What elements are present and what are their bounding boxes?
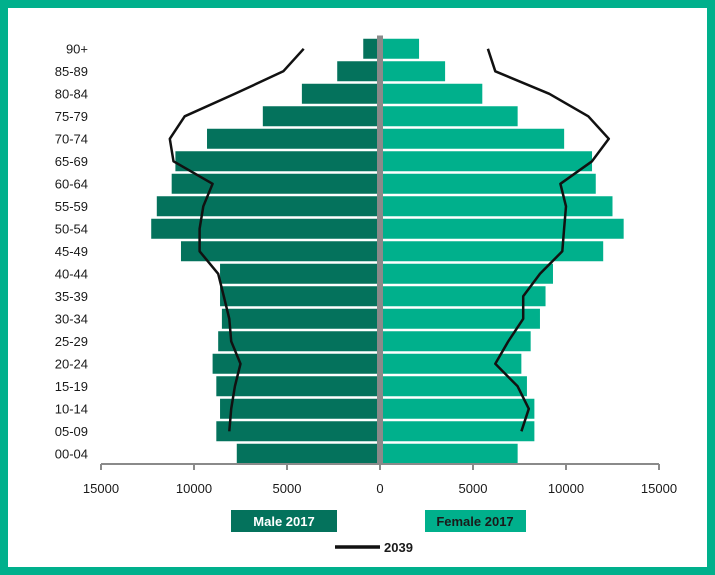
male-bar-75-79 [262, 106, 380, 127]
female-bar-00-04 [380, 443, 518, 464]
age-group-label: 30-34 [55, 311, 88, 326]
female-bar-80-84 [380, 83, 483, 104]
line-2039-male [168, 47, 305, 432]
age-group-label: 60-64 [55, 176, 88, 191]
female-bar-05-09 [380, 421, 535, 442]
female-bar-40-44 [380, 263, 553, 284]
male-bar-80-84 [301, 83, 380, 104]
female-bar-45-49 [380, 241, 604, 262]
x-tick-label: 10000 [176, 481, 212, 496]
age-group-label: 05-09 [55, 424, 88, 439]
age-group-label: 25-29 [55, 334, 88, 349]
female-bar-60-64 [380, 173, 596, 194]
age-group-label: 70-74 [55, 131, 88, 146]
male-bar-00-04 [236, 443, 380, 464]
x-tick-label: 5000 [273, 481, 302, 496]
age-group-label: 45-49 [55, 244, 88, 259]
male-bar-85-89 [337, 61, 380, 82]
male-bar-45-49 [180, 241, 380, 262]
legend-male-swatch [231, 510, 337, 532]
male-bar-60-64 [171, 173, 380, 194]
female-bar-30-34 [380, 308, 540, 329]
age-group-label: 90+ [66, 41, 88, 56]
legend-female-label: Female 2017 [436, 514, 513, 529]
age-group-label: 75-79 [55, 109, 88, 124]
x-tick-label: 0 [376, 481, 383, 496]
age-group-label: 85-89 [55, 64, 88, 79]
female-bar-85-89 [380, 61, 446, 82]
x-tick-label: 10000 [548, 481, 584, 496]
age-group-label: 80-84 [55, 86, 88, 101]
male-bar-65-69 [175, 151, 380, 172]
x-tick-label: 15000 [83, 481, 119, 496]
male-bar-20-24 [212, 353, 380, 374]
male-bar-35-39 [220, 286, 380, 307]
age-group-label: 20-24 [55, 356, 88, 371]
age-group-label: 50-54 [55, 221, 88, 236]
legend-2039-label: 2039 [384, 540, 413, 555]
female-bar-70-74 [380, 128, 565, 149]
age-group-label: 15-19 [55, 379, 88, 394]
female-bar-15-19 [380, 376, 527, 397]
age-group-label: 65-69 [55, 154, 88, 169]
age-group-label: 55-59 [55, 199, 88, 214]
female-bar-20-24 [380, 353, 522, 374]
male-bar-30-34 [221, 308, 380, 329]
female-bar-10-14 [380, 398, 535, 419]
male-bar-90+ [363, 38, 380, 59]
male-bar-50-54 [151, 218, 380, 239]
male-bar-05-09 [216, 421, 380, 442]
male-bar-55-59 [156, 196, 380, 217]
male-bar-40-44 [220, 263, 380, 284]
male-bar-25-29 [218, 331, 380, 352]
female-bar-65-69 [380, 151, 593, 172]
male-bar-70-74 [207, 128, 380, 149]
age-group-label: 40-44 [55, 266, 88, 281]
male-bar-15-19 [216, 376, 380, 397]
male-bar-10-14 [220, 398, 380, 419]
age-group-label: 35-39 [55, 289, 88, 304]
female-bar-25-29 [380, 331, 531, 352]
age-group-label: 00-04 [55, 446, 88, 461]
female-bar-75-79 [380, 106, 518, 127]
line-2039-female [486, 48, 611, 432]
female-bar-55-59 [380, 196, 613, 217]
female-bar-90+ [380, 38, 420, 59]
x-tick-label: 5000 [459, 481, 488, 496]
female-bar-35-39 [380, 286, 546, 307]
female-bar-50-54 [380, 218, 624, 239]
legend-female-swatch [425, 510, 526, 532]
age-group-label: 10-14 [55, 401, 88, 416]
legend-male-label: Male 2017 [253, 514, 314, 529]
x-tick-label: 15000 [641, 481, 677, 496]
